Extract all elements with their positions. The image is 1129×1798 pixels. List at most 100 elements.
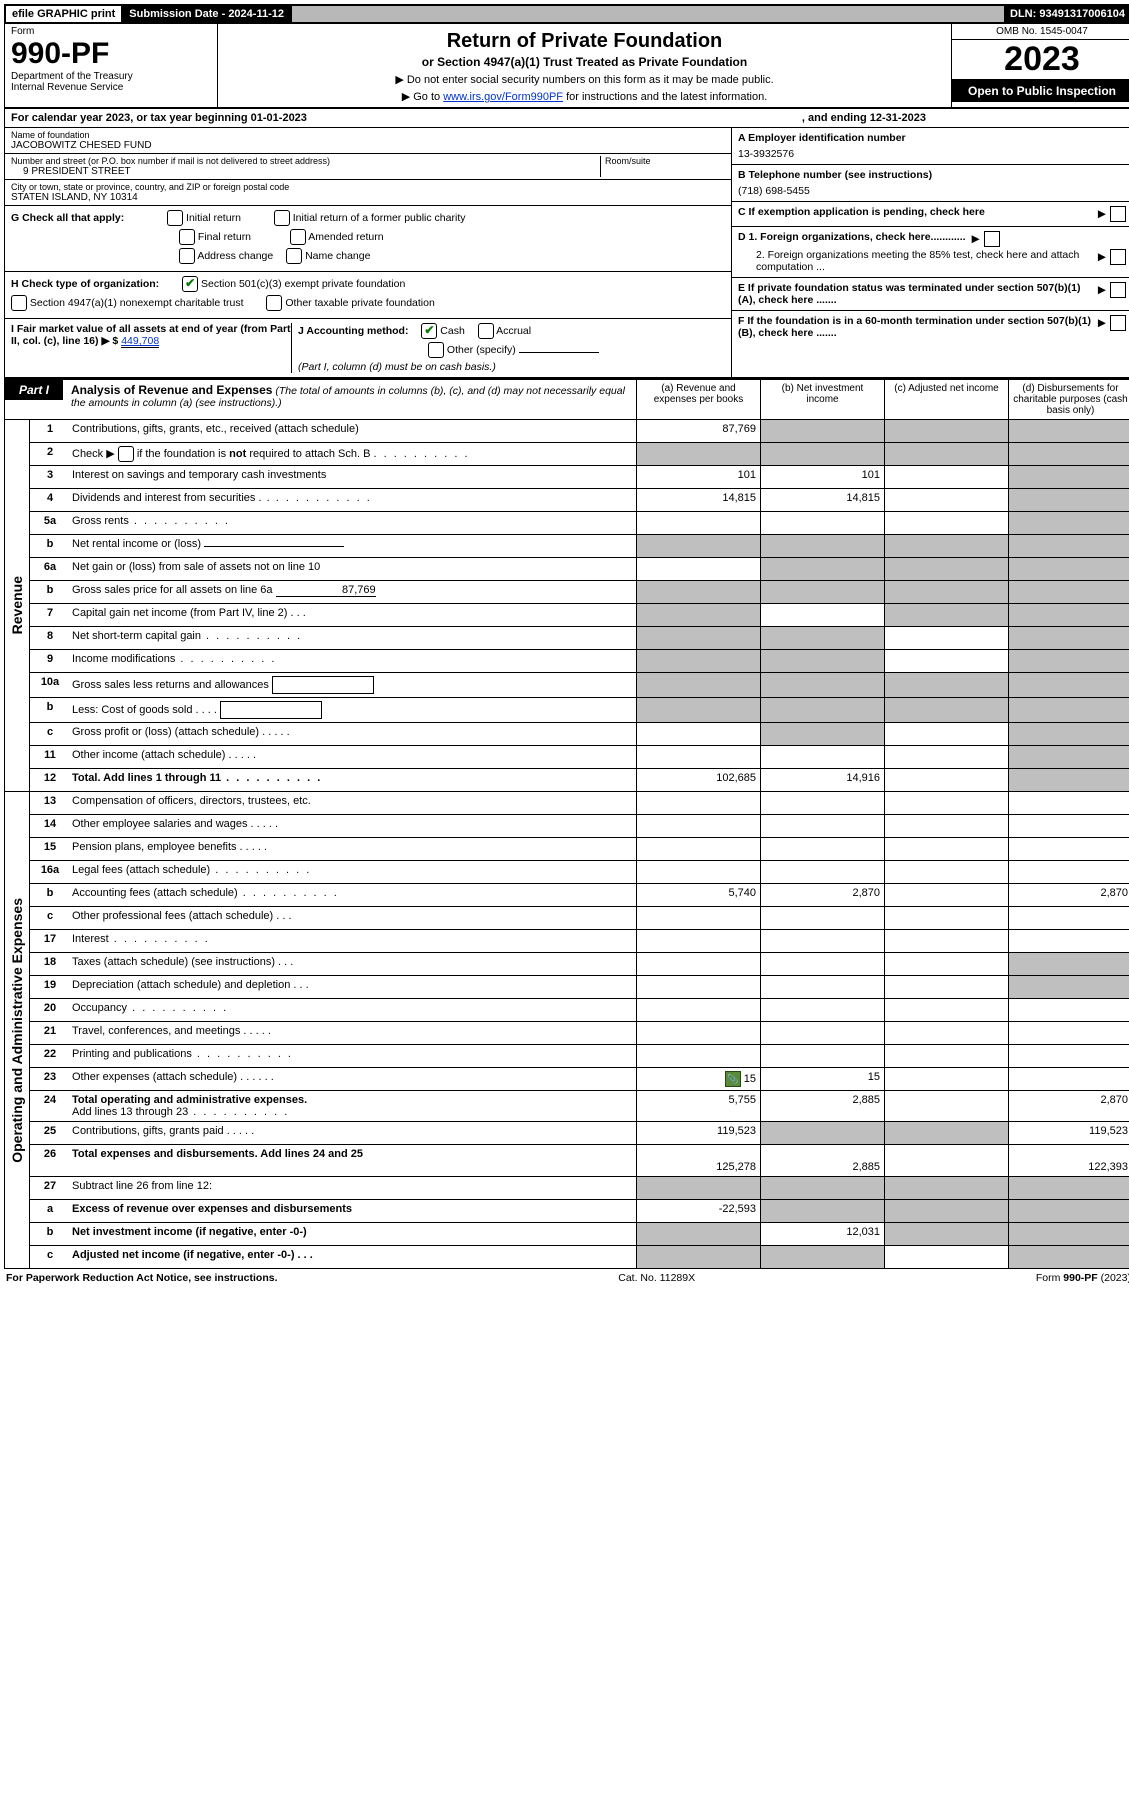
table-row: 27Subtract line 26 from line 12: xyxy=(30,1177,1129,1200)
calendar-begin: For calendar year 2023, or tax year begi… xyxy=(11,112,307,124)
d2-check[interactable] xyxy=(1110,249,1126,265)
d-cell: D 1. Foreign organizations, check here..… xyxy=(732,227,1129,278)
table-row: 23Other expenses (attach schedule) . . .… xyxy=(30,1068,1129,1091)
final-return-check[interactable] xyxy=(179,229,195,245)
f-check[interactable] xyxy=(1110,315,1126,331)
table-row: 15Pension plans, employee benefits . . .… xyxy=(30,838,1129,861)
ein-value: 13-3932576 xyxy=(738,148,1126,160)
foundation-name: JACOBOWITZ CHESED FUND xyxy=(11,140,725,151)
form-header: Form 990-PF Department of the Treasury I… xyxy=(4,24,1129,109)
entity-right: A Employer identification number13-39325… xyxy=(731,128,1129,377)
address-cell: Number and street (or P.O. box number if… xyxy=(5,154,731,180)
table-row: 22Printing and publications xyxy=(30,1045,1129,1068)
table-row: bAccounting fees (attach schedule)5,7402… xyxy=(30,884,1129,907)
dln-label: DLN: 93491317006104 xyxy=(1004,6,1129,22)
table-row: aExcess of revenue over expenses and dis… xyxy=(30,1200,1129,1223)
ein-cell: A Employer identification number13-39325… xyxy=(732,128,1129,165)
table-row: bLess: Cost of goods sold . . . . xyxy=(30,698,1129,723)
table-row: 4Dividends and interest from securities … xyxy=(30,489,1129,512)
open-public: Open to Public Inspection xyxy=(952,80,1129,102)
col-a-header: (a) Revenue and expenses per books xyxy=(636,380,760,419)
tax-year: 2023 xyxy=(952,40,1129,80)
table-row: cOther professional fees (attach schedul… xyxy=(30,907,1129,930)
attachment-icon[interactable]: 📎 xyxy=(725,1071,741,1087)
table-row: 20Occupancy xyxy=(30,999,1129,1022)
col-c-header: (c) Adjusted net income xyxy=(884,380,1008,419)
501c3-check[interactable]: ✔ xyxy=(182,276,198,292)
table-row: 5aGross rents xyxy=(30,512,1129,535)
table-row: 2Check ▶ if the foundation is not requir… xyxy=(30,443,1129,466)
section-h: H Check type of organization: ✔ Section … xyxy=(5,272,731,319)
title-block: Return of Private Foundation or Section … xyxy=(218,24,951,107)
section-ij: I Fair market value of all assets at end… xyxy=(5,319,731,377)
city-cell: City or town, state or province, country… xyxy=(5,180,731,206)
table-row: cAdjusted net income (if negative, enter… xyxy=(30,1246,1129,1268)
name-change-check[interactable] xyxy=(286,248,302,264)
topbar-spacer xyxy=(292,6,1004,22)
cash-check[interactable]: ✔ xyxy=(421,323,437,339)
form-id-block: Form 990-PF Department of the Treasury I… xyxy=(5,24,218,107)
street-address: 9 PRESIDENT STREET xyxy=(11,166,600,177)
form-subtitle: or Section 4947(a)(1) Trust Treated as P… xyxy=(222,55,947,69)
footer-right: Form 990-PF (2023) xyxy=(1036,1272,1129,1284)
footer-center: Cat. No. 11289X xyxy=(618,1272,695,1284)
other-taxable-check[interactable] xyxy=(266,295,282,311)
j-note: (Part I, column (d) must be on cash basi… xyxy=(298,361,725,373)
table-row: 9Income modifications xyxy=(30,650,1129,673)
omb-number: OMB No. 1545-0047 xyxy=(952,24,1129,40)
table-row: 26Total expenses and disbursements. Add … xyxy=(30,1145,1129,1177)
form-link[interactable]: www.irs.gov/Form990PF xyxy=(443,91,563,103)
dept-treasury: Department of the Treasury xyxy=(11,71,211,82)
part1-title: Analysis of Revenue and Expenses (The to… xyxy=(63,380,636,412)
table-row: bNet investment income (if negative, ent… xyxy=(30,1223,1129,1246)
year-block: OMB No. 1545-0047 2023 Open to Public In… xyxy=(951,24,1129,107)
e-check[interactable] xyxy=(1110,282,1126,298)
initial-return-check[interactable] xyxy=(167,210,183,226)
table-row: 14Other employee salaries and wages . . … xyxy=(30,815,1129,838)
entity-left: Name of foundation JACOBOWITZ CHESED FUN… xyxy=(5,128,731,377)
instr-line-1: ▶ Do not enter social security numbers o… xyxy=(222,73,947,86)
revenue-table: Revenue 1Contributions, gifts, grants, e… xyxy=(4,420,1129,792)
d1-check[interactable] xyxy=(984,231,1000,247)
c-cell: C If exemption application is pending, c… xyxy=(732,202,1129,227)
address-change-check[interactable] xyxy=(179,248,195,264)
schb-check[interactable] xyxy=(118,446,134,462)
amended-return-check[interactable] xyxy=(290,229,306,245)
table-row: cGross profit or (loss) (attach schedule… xyxy=(30,723,1129,746)
fmv-value[interactable]: 449,708 xyxy=(121,335,159,348)
table-row: 12Total. Add lines 1 through 11102,68514… xyxy=(30,769,1129,791)
expenses-table: Operating and Administrative Expenses 13… xyxy=(4,792,1129,1269)
calendar-year-row: For calendar year 2023, or tax year begi… xyxy=(4,109,1129,128)
room-label: Room/suite xyxy=(605,156,725,166)
table-row: 21Travel, conferences, and meetings . . … xyxy=(30,1022,1129,1045)
table-row: 10aGross sales less returns and allowanc… xyxy=(30,673,1129,698)
c-check[interactable] xyxy=(1110,206,1126,222)
4947-check[interactable] xyxy=(11,295,27,311)
part1-header: Part I Analysis of Revenue and Expenses … xyxy=(4,378,1129,420)
entity-info: Name of foundation JACOBOWITZ CHESED FUN… xyxy=(4,128,1129,378)
calendar-end: , and ending 12-31-2023 xyxy=(802,112,926,124)
table-row: 24Total operating and administrative exp… xyxy=(30,1091,1129,1122)
table-row: 8Net short-term capital gain xyxy=(30,627,1129,650)
table-row: bGross sales price for all assets on lin… xyxy=(30,581,1129,604)
table-row: bNet rental income or (loss) xyxy=(30,535,1129,558)
phone-value: (718) 698-5455 xyxy=(738,185,1126,197)
f-cell: F If the foundation is in a 60-month ter… xyxy=(732,311,1129,343)
table-row: 6aNet gain or (loss) from sale of assets… xyxy=(30,558,1129,581)
table-row: 7Capital gain net income (from Part IV, … xyxy=(30,604,1129,627)
initial-former-check[interactable] xyxy=(274,210,290,226)
revenue-side-label: Revenue xyxy=(5,420,30,791)
efile-label: efile GRAPHIC print xyxy=(6,6,123,22)
phone-cell: B Telephone number (see instructions)(71… xyxy=(732,165,1129,202)
part1-label: Part I xyxy=(5,380,63,400)
accrual-check[interactable] xyxy=(478,323,494,339)
e-cell: E If private foundation status was termi… xyxy=(732,278,1129,311)
other-method-check[interactable] xyxy=(428,342,444,358)
col-b-header: (b) Net investment income xyxy=(760,380,884,419)
table-row: 1Contributions, gifts, grants, etc., rec… xyxy=(30,420,1129,443)
column-headers: (a) Revenue and expenses per books (b) N… xyxy=(636,380,1129,419)
table-row: 19Depreciation (attach schedule) and dep… xyxy=(30,976,1129,999)
form-title: Return of Private Foundation xyxy=(222,30,947,53)
table-row: 18Taxes (attach schedule) (see instructi… xyxy=(30,953,1129,976)
table-row: 11Other income (attach schedule) . . . .… xyxy=(30,746,1129,769)
